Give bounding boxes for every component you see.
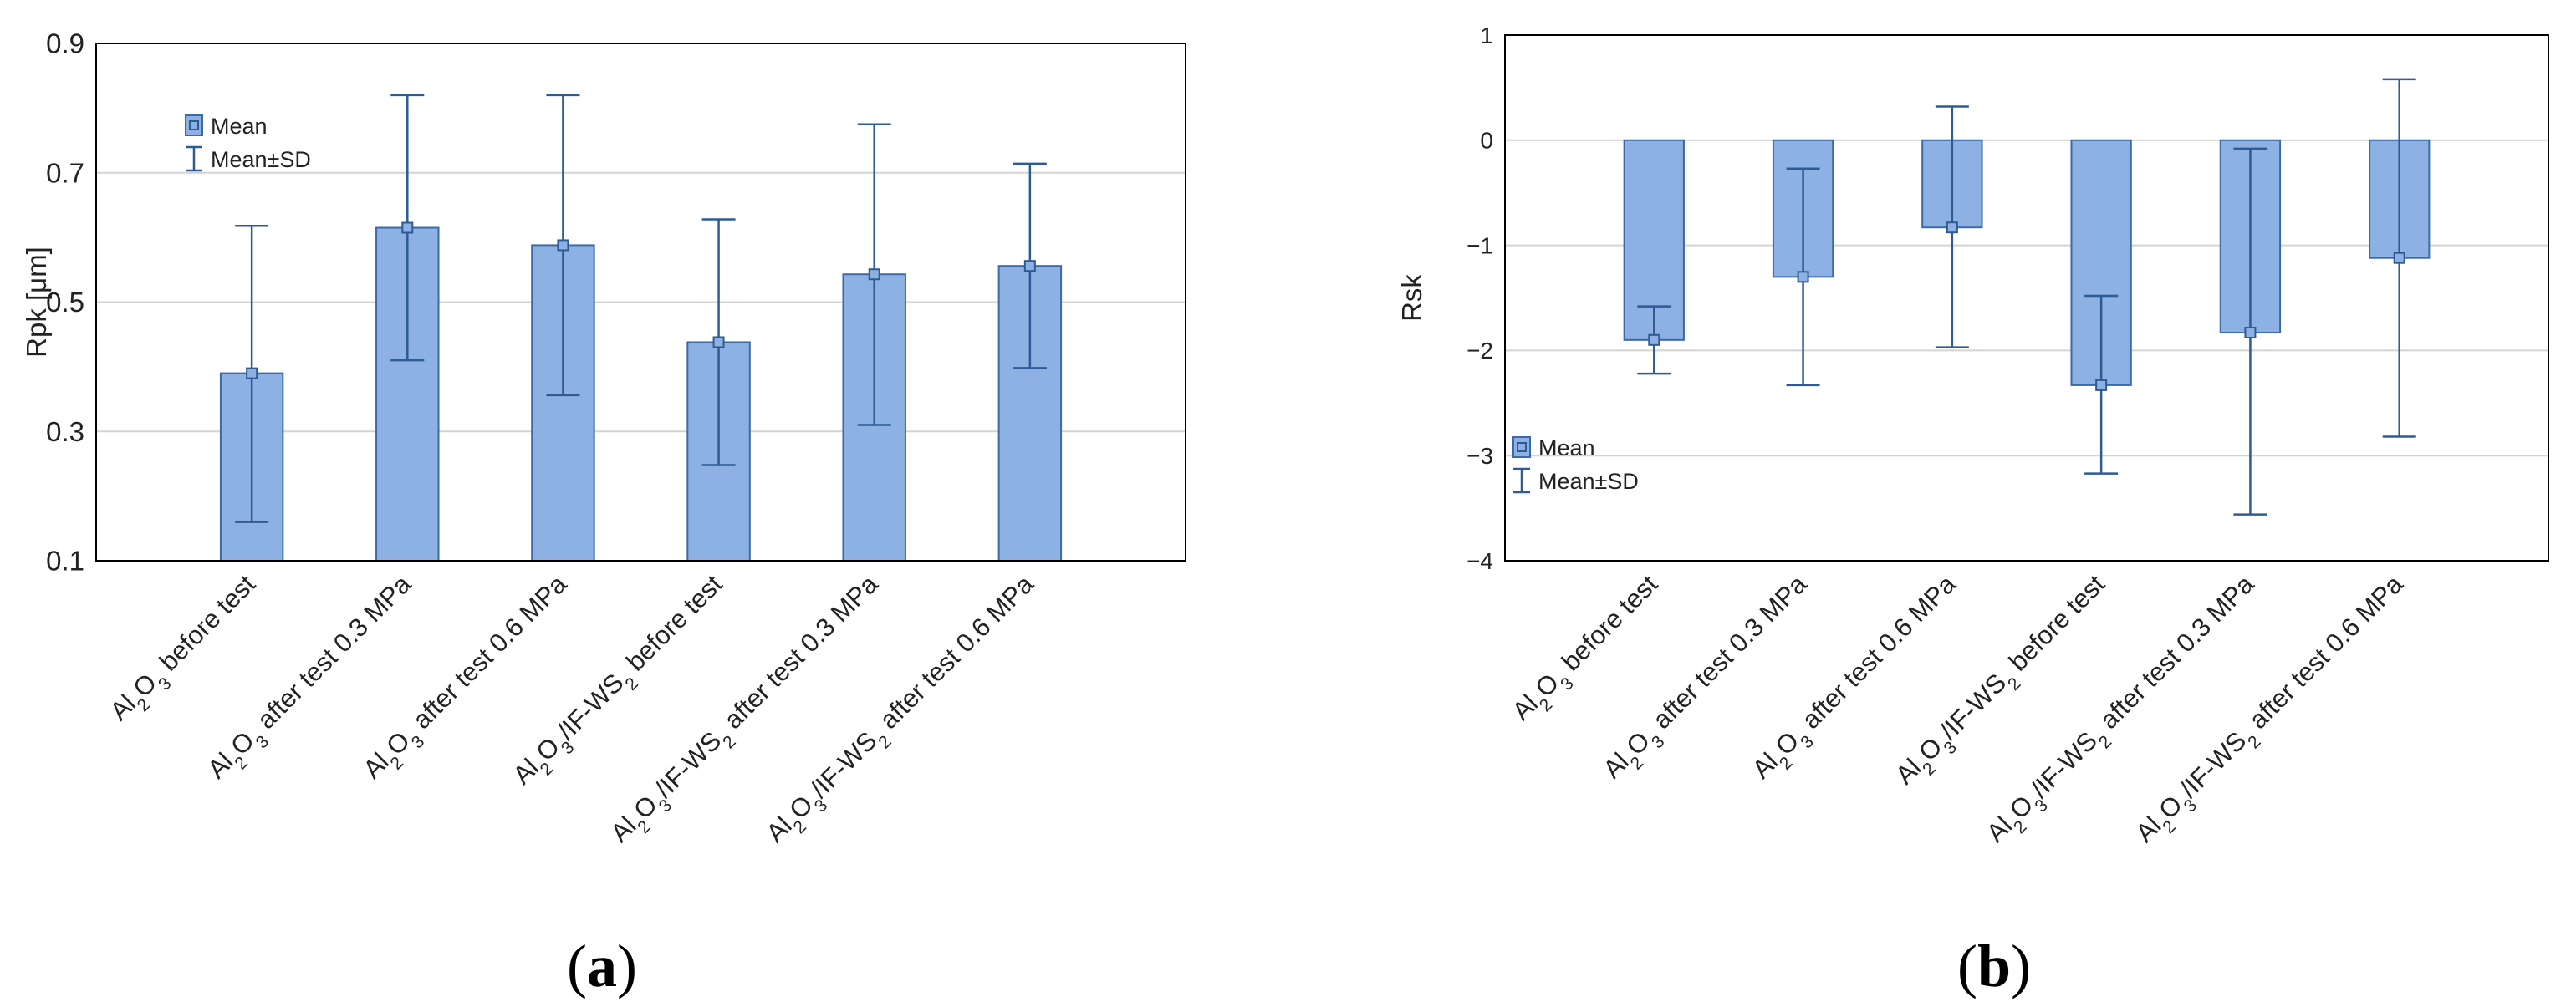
label-text: after test 0.6 MPa — [869, 569, 1039, 740]
panel-b-legend-bar-swatch — [1512, 436, 1531, 458]
panel-a-y-tick-label: 0.5 — [46, 287, 84, 318]
panel-b-y-tick-label: −1 — [1467, 232, 1493, 258]
panel-a-mean-marker — [246, 367, 258, 379]
label-text: O — [1770, 726, 1805, 761]
panel-b-letter: b — [1977, 933, 2011, 999]
label-text: Al — [201, 747, 238, 784]
label-text: O — [225, 726, 260, 761]
label-text: /IF-WS — [552, 668, 630, 745]
panel-a-legend-mean-label: Mean — [211, 114, 268, 139]
panel-b-mean-marker — [1648, 333, 1660, 346]
label-text: after test 0.3 MPa — [246, 569, 416, 740]
panel-b-plot-frame — [1504, 34, 2549, 562]
panel-b-y-tick-label: −4 — [1467, 548, 1493, 574]
label-text: /IF-WS — [649, 726, 727, 804]
panel-a-category-label: Al2O3 before test — [105, 569, 267, 731]
label-text: Al — [1598, 747, 1635, 784]
panel-b-label: (b) — [1957, 933, 2031, 999]
label-text: Al — [1747, 747, 1783, 784]
label-text: O — [2153, 790, 2188, 825]
label-text: Al — [760, 811, 797, 847]
panel-b-category-label: Al2O3 before test — [1507, 569, 1669, 731]
panel-b-legend-sd-label: Mean±SD — [1538, 469, 1639, 494]
panel-b-mean-marker — [2244, 327, 2257, 339]
label-text: /IF-WS — [2025, 726, 2103, 804]
panel-a-legend-sd-label: Mean±SD — [211, 147, 311, 172]
label-text: /IF-WS — [2174, 726, 2252, 804]
panel-b-category-label: Al2O3/IF-WS2 after test 0.6 MPa — [2130, 569, 2415, 854]
panel-b-legend-mean-label: Mean — [1538, 435, 1595, 460]
panel-a-y-tick-label: 0.3 — [46, 416, 84, 447]
label-text: O — [2004, 790, 2039, 825]
label-text: O — [783, 790, 819, 825]
label-text: O — [127, 668, 162, 703]
label-text: O — [628, 790, 663, 825]
panel-a-mean-marker — [401, 221, 414, 234]
label-text: after test 0.3 MPa — [2089, 569, 2260, 740]
label-text: O — [380, 726, 416, 761]
panel-a-y-tick-label: 0.9 — [46, 28, 84, 59]
panel-b-legend-mean-marker — [1517, 442, 1527, 452]
panel-b-y-tick-label: −3 — [1467, 443, 1493, 469]
panel-b-y-tick-label: −2 — [1467, 338, 1493, 364]
label-text: before test — [1998, 569, 2111, 682]
panel-b-category-label: Al2O3/IF-WS2 after test 0.3 MPa — [1981, 569, 2266, 854]
panel-b-mean-marker — [2095, 379, 2108, 391]
panel-a-rpk-chart: 0.1 0.3 0.5 0.7 0.9 Rpk [μm] Al2O3 before test… — [21, 28, 1186, 854]
panel-b-mean-marker — [1797, 271, 1809, 283]
label-text: Al — [1507, 689, 1543, 725]
panel-a-y-tick-label: 0.1 — [46, 546, 84, 577]
panel-a-mean-marker — [712, 336, 725, 348]
label-text: Al — [604, 811, 641, 847]
label-text: O — [1620, 726, 1655, 761]
panel-a-plot-frame — [95, 43, 1186, 562]
label-text: Al — [1890, 753, 1926, 790]
label-text: after test 0.6 MPa — [1791, 569, 1961, 740]
panel-a-letter: a — [587, 933, 617, 999]
label-text: before test — [149, 569, 262, 682]
panel-a-y-axis-label: Rpk [μm] — [21, 247, 52, 358]
panel-b-y-tick-label: 1 — [1480, 23, 1493, 48]
label-text: after test 0.3 MPa — [1642, 569, 1813, 740]
panel-a-legend-bar-swatch — [185, 114, 203, 136]
label-text: after test 0.3 MPa — [713, 569, 884, 740]
panel-a-category-label: Al2O3/IF-WS2 after test 0.3 MPa — [604, 569, 890, 854]
panel-b-mean-marker — [2393, 252, 2405, 264]
panel-a-label: (a) — [567, 933, 637, 999]
panel-a-mean-marker — [557, 239, 569, 252]
label-text: after test 0.6 MPa — [2238, 569, 2409, 740]
panel-a-mean-marker — [1023, 260, 1036, 272]
panel-a-mean-marker — [868, 268, 880, 281]
panel-b-y-axis-label: Rsk — [1396, 274, 1427, 322]
panel-a-y-tick-label: 0.7 — [46, 157, 84, 188]
label-text: /IF-WS — [805, 726, 883, 804]
panel-a-category-label: Al2O3/IF-WS2 after test 0.6 MPa — [760, 569, 1045, 854]
panel-b-mean-marker — [1946, 221, 1958, 234]
label-text: Al — [2130, 811, 2166, 847]
label-text: Al — [1981, 811, 2017, 847]
label-text: O — [1913, 732, 1948, 767]
label-text: O — [1529, 668, 1564, 703]
label-text: before test — [1551, 569, 1664, 682]
panel-a-legend-mean-marker — [189, 120, 199, 130]
label-text: after test 0.6 MPa — [402, 569, 573, 740]
label-text: O — [530, 732, 565, 767]
label-text: Al — [508, 753, 544, 790]
label-text: before test — [615, 569, 728, 682]
label-text: Al — [357, 747, 394, 784]
label-text: /IF-WS — [1934, 668, 2012, 745]
label-text: Al — [105, 689, 141, 725]
panel-b-y-tick-label: 0 — [1480, 128, 1493, 154]
